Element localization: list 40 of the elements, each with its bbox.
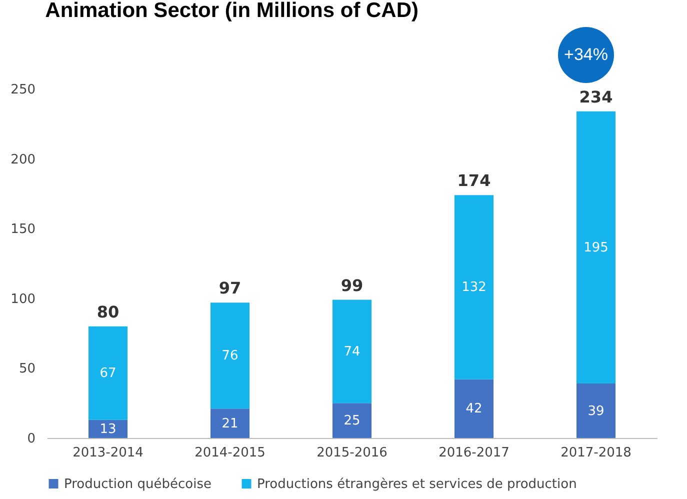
total-label: 80 [96,302,120,322]
data-label: 39 [588,404,604,419]
x-tick-label: 2013-2014 [72,446,144,460]
y-tick-label: 100 [10,292,36,307]
data-label: 195 [584,240,608,256]
bar [576,384,616,438]
y-tick-label: 0 [27,432,36,446]
data-label: 13 [100,422,116,437]
bar [332,403,372,438]
bar [454,195,494,380]
total-label: 97 [218,278,242,298]
bar [88,326,128,420]
y-tick-label: 150 [10,222,36,238]
x-tick-label: 2017-2018 [560,446,632,460]
data-label: 21 [222,416,238,432]
y-tick-label: 50 [18,362,36,377]
data-label: 42 [466,402,482,417]
text: +34% [564,45,608,65]
legend-label: Productions étrangères et services de production [257,476,577,492]
bar [210,302,250,409]
legend-label: Production québécoise [64,476,212,492]
bar [454,379,494,438]
data-label: 74 [344,344,360,360]
y-tick-label: 250 [10,82,36,98]
x-tick-label: 2014-2015 [194,446,266,460]
data-label: 132 [462,280,486,296]
data-label: 25 [344,414,360,429]
data-label: 67 [100,366,116,382]
x-tick-label: 2015-2016 [316,446,388,460]
bar [88,420,128,438]
total-label: 234 [579,87,613,106]
x-tick-label: 2016-2017 [438,446,510,460]
data-label: 76 [222,348,238,364]
bar [210,408,250,438]
bar [576,111,616,384]
total-label: 174 [457,171,491,190]
chart-title: Animation Sector (in Millions of CAD) [45,0,419,22]
bar [332,300,372,404]
total-label: 99 [340,276,364,295]
y-tick-label: 200 [10,152,36,168]
